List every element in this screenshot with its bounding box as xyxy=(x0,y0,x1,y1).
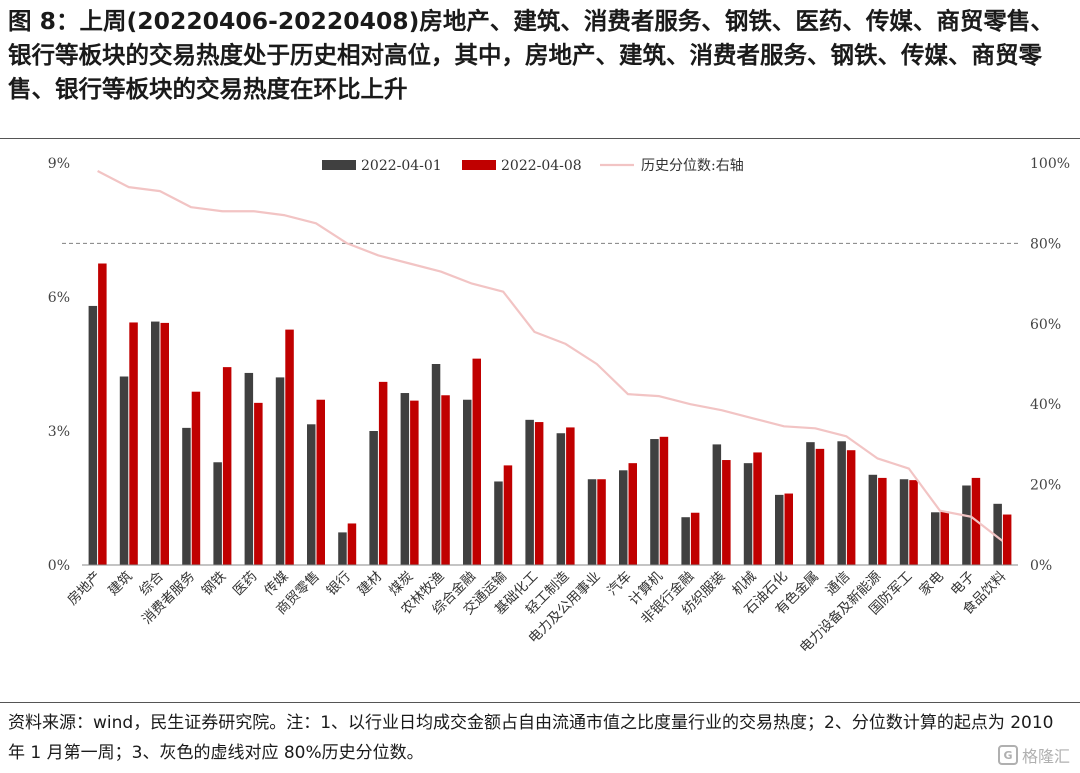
source-divider xyxy=(0,702,1080,703)
bar-series1-20 xyxy=(712,444,722,565)
bar-series1-1 xyxy=(119,376,129,565)
bar-series1-28 xyxy=(962,485,971,565)
bar-series2-12 xyxy=(472,358,481,565)
bar-series1-13 xyxy=(494,481,503,565)
x-tick-label: 建材 xyxy=(355,569,385,599)
bar-series1-5 xyxy=(244,372,254,565)
y-right-tick-label: 20% xyxy=(1030,478,1061,494)
bar-series1-9 xyxy=(369,431,378,565)
x-tick-label: 建筑 xyxy=(105,568,136,599)
bar-series1-23 xyxy=(806,442,815,565)
bar-series1-18 xyxy=(650,439,659,565)
bar-series1-22 xyxy=(775,494,784,565)
bar-series2-17 xyxy=(628,463,637,565)
bar-series1-2 xyxy=(151,321,160,565)
x-tick-label: 医药 xyxy=(230,569,260,599)
bar-series2-18 xyxy=(659,436,669,565)
bar-series2-3 xyxy=(191,391,201,565)
y-right-tick-label: 60% xyxy=(1030,317,1061,333)
bar-series2-0 xyxy=(98,263,107,565)
figure-title: 图 8：上周(20220406-20220408)房地产、建筑、消费者服务、钢铁… xyxy=(8,7,1054,103)
bar-series2-11 xyxy=(441,395,450,565)
bar-series1-17 xyxy=(619,470,628,565)
title-divider xyxy=(0,138,1080,139)
y-right-tick-label: 100% xyxy=(1030,156,1070,172)
y-left-tick-label: 3% xyxy=(48,424,70,440)
bar-series2-15 xyxy=(566,427,575,565)
bar-series2-29 xyxy=(1002,514,1012,565)
bar-series1-8 xyxy=(338,532,347,565)
bar-series2-21 xyxy=(753,452,762,565)
bar-series1-26 xyxy=(899,479,909,565)
bar-series2-19 xyxy=(690,512,700,565)
bar-series1-15 xyxy=(556,433,566,565)
bar-series2-24 xyxy=(846,450,856,565)
bar-series2-10 xyxy=(410,400,419,565)
bar-series1-12 xyxy=(463,399,472,565)
bar-series1-14 xyxy=(525,419,534,565)
bar-series2-13 xyxy=(503,465,513,565)
bar-series1-6 xyxy=(275,377,285,565)
legend-label-percentile: 历史分位数:右轴 xyxy=(641,158,744,174)
y-left-tick-label: 9% xyxy=(48,156,70,172)
bar-series2-22 xyxy=(784,493,793,565)
percentile-line xyxy=(97,170,1004,542)
bar-series1-10 xyxy=(400,393,410,565)
y-left-tick-label: 6% xyxy=(48,290,70,306)
bar-series1-24 xyxy=(837,441,846,565)
x-tick-label: 钢铁 xyxy=(199,568,230,599)
bar-series2-1 xyxy=(129,322,138,565)
bar-series1-19 xyxy=(681,517,690,565)
watermark-logo-icon: G xyxy=(997,745,1018,765)
bar-series2-6 xyxy=(285,329,294,565)
bar-series2-4 xyxy=(222,367,232,565)
bar-series2-2 xyxy=(160,322,169,565)
bar-series2-27 xyxy=(940,511,949,565)
bar-series2-5 xyxy=(254,402,263,565)
y-right-tick-label: 40% xyxy=(1030,397,1061,413)
legend-swatch-series1 xyxy=(322,160,356,170)
bar-series1-16 xyxy=(587,479,597,565)
bar-series1-21 xyxy=(743,463,753,565)
bar-series1-4 xyxy=(213,462,222,565)
legend-label-series1: 2022-04-01 xyxy=(361,158,442,174)
watermark: G 格隆汇 xyxy=(997,743,1070,767)
legend-swatch-series2 xyxy=(462,160,496,170)
bar-series2-14 xyxy=(534,422,544,565)
legend: 2022-04-01 2022-04-08 历史分位数:右轴 xyxy=(322,158,744,174)
watermark-text: 格隆汇 xyxy=(1021,747,1070,766)
bar-series1-7 xyxy=(307,424,316,565)
bar-series1-11 xyxy=(431,364,441,565)
bars-layer xyxy=(88,263,1012,565)
source-note: 资料来源：wind，民生证券研究院。注：1、以行业日均成交金额占自由流通市值之比… xyxy=(8,713,1054,763)
bar-series2-25 xyxy=(878,477,887,565)
bar-series2-23 xyxy=(815,448,825,565)
bar-series1-25 xyxy=(868,474,878,565)
percentile-line-layer xyxy=(97,170,1004,542)
bar-series2-8 xyxy=(347,523,357,565)
bar-series2-26 xyxy=(909,480,918,565)
bar-series2-20 xyxy=(722,460,731,565)
y-left-tick-label: 0% xyxy=(48,558,70,574)
legend-label-series2: 2022-04-08 xyxy=(501,158,582,174)
bar-series2-7 xyxy=(316,399,325,565)
bar-series1-29 xyxy=(993,503,1002,565)
bar-series1-3 xyxy=(182,427,191,565)
bar-series1-27 xyxy=(931,512,940,565)
x-tick-label: 银行 xyxy=(324,569,354,599)
bar-series1-0 xyxy=(88,305,98,565)
x-tick-label: 家电 xyxy=(916,568,947,599)
y-right-tick-label: 80% xyxy=(1030,236,1061,252)
y-right-tick-label: 0% xyxy=(1030,558,1052,574)
x-tick-label: 房地产 xyxy=(64,569,104,609)
bar-series2-16 xyxy=(597,479,606,565)
bar-series2-9 xyxy=(378,381,388,565)
